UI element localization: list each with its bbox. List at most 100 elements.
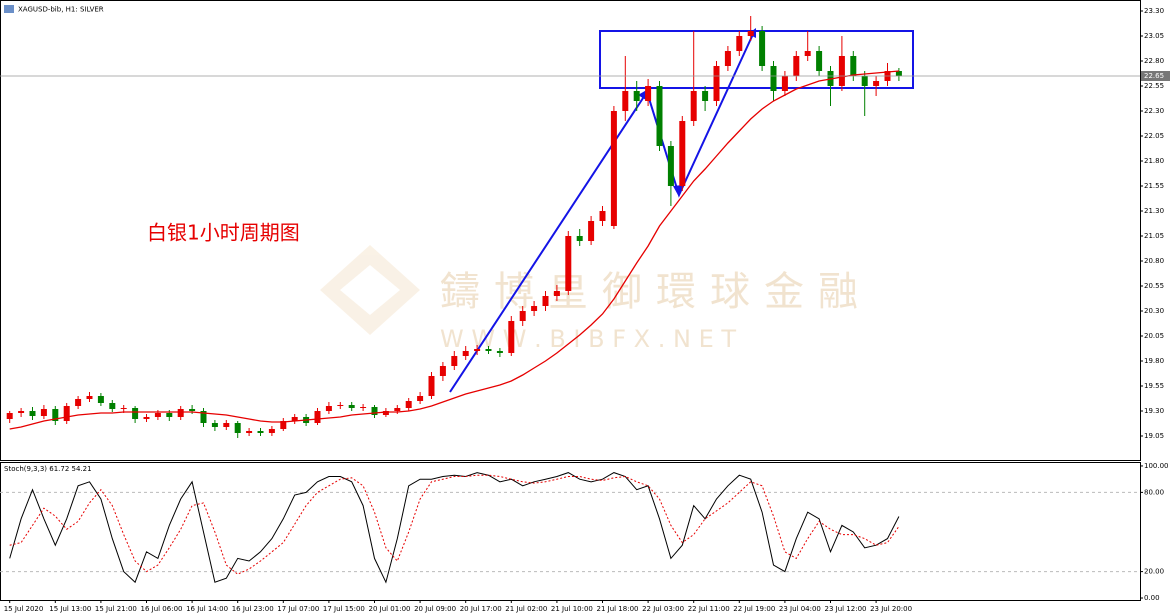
main-panel-frame bbox=[0, 0, 1141, 461]
y-tick-label: 23.05 bbox=[1144, 32, 1164, 40]
candle-body bbox=[519, 311, 526, 321]
x-tick-label: 20 Jul 09:00 bbox=[414, 605, 456, 613]
y-tick-label: 22.80 bbox=[1144, 57, 1164, 65]
candle-body bbox=[211, 423, 218, 427]
candle-body bbox=[816, 51, 823, 71]
watermark-logo bbox=[320, 245, 420, 335]
candle-body bbox=[622, 91, 629, 111]
candle-body bbox=[895, 71, 902, 76]
moving-average bbox=[9, 70, 899, 430]
y-tick-label: 19.05 bbox=[1144, 432, 1164, 440]
candle-body bbox=[667, 146, 674, 186]
x-tick-label: 21 Jul 18:00 bbox=[597, 605, 639, 613]
y-tick-label: 19.55 bbox=[1144, 382, 1164, 390]
candle-body bbox=[690, 91, 697, 121]
range-box bbox=[599, 30, 914, 89]
candle-body bbox=[496, 351, 503, 353]
candle-body bbox=[382, 411, 389, 415]
candle-body bbox=[280, 421, 287, 429]
candle-body bbox=[189, 409, 196, 411]
x-tick-label: 20 Jul 17:00 bbox=[460, 605, 502, 613]
candle-body bbox=[63, 406, 70, 421]
candle-body bbox=[371, 407, 378, 415]
y-tick-label: 0.00 bbox=[1144, 594, 1160, 602]
y-tick-label: 22.05 bbox=[1144, 132, 1164, 140]
candle-body bbox=[75, 399, 82, 406]
stoch-panel-frame bbox=[0, 462, 1141, 601]
x-tick-label: 16 Jul 23:00 bbox=[232, 605, 274, 613]
candle-body bbox=[850, 56, 857, 76]
candle-body bbox=[154, 413, 161, 417]
candle-body bbox=[132, 408, 139, 419]
x-tick-label: 15 Jul 21:00 bbox=[95, 605, 137, 613]
symbol-icon bbox=[4, 5, 14, 13]
candle-body bbox=[234, 423, 241, 433]
x-tick-label: 16 Jul 06:00 bbox=[141, 605, 183, 613]
candle-body bbox=[781, 76, 788, 91]
candle-body bbox=[838, 56, 845, 86]
annotation: 白银1小时周期图 bbox=[147, 221, 300, 245]
candle-body bbox=[804, 51, 811, 56]
candle-body bbox=[97, 396, 104, 403]
candle-body bbox=[451, 356, 458, 366]
y-tick-label: 19.80 bbox=[1144, 357, 1164, 365]
candle-body bbox=[736, 36, 743, 51]
y-tick-label: 80.00 bbox=[1144, 488, 1164, 496]
x-tick-label: 16 Jul 14:00 bbox=[186, 605, 228, 613]
candle-body bbox=[474, 349, 481, 351]
candle-body bbox=[565, 236, 572, 291]
watermark-web: W W W . B I B F X . N E T bbox=[440, 325, 736, 353]
y-tick-label: 21.80 bbox=[1144, 157, 1164, 165]
candle-body bbox=[394, 408, 401, 411]
candle-body bbox=[348, 405, 355, 408]
candle-body bbox=[337, 405, 344, 406]
candle-body bbox=[291, 417, 298, 421]
candle-body bbox=[679, 121, 686, 186]
candle-body bbox=[724, 51, 731, 66]
candle-body bbox=[18, 411, 25, 413]
y-tick-label: 19.30 bbox=[1144, 407, 1164, 415]
x-tick-label: 17 Jul 07:00 bbox=[277, 605, 319, 613]
candle-body bbox=[246, 431, 253, 433]
candle-body bbox=[200, 411, 207, 423]
candle-body bbox=[713, 66, 720, 101]
last-price-box bbox=[1141, 71, 1170, 81]
y-tick-label: 20.05 bbox=[1144, 332, 1164, 340]
x-tick-label: 15 Jul 13:00 bbox=[49, 605, 91, 613]
candle-body bbox=[52, 409, 59, 421]
y-tick-label: 20.55 bbox=[1144, 282, 1164, 290]
x-tick-label: 20 Jul 01:00 bbox=[369, 605, 411, 613]
x-tick-label: 23 Jul 04:00 bbox=[779, 605, 821, 613]
candle-body bbox=[462, 351, 469, 356]
candle-body bbox=[542, 296, 549, 306]
candle-body bbox=[325, 406, 332, 411]
candle-body bbox=[759, 31, 766, 66]
candle-body bbox=[360, 407, 367, 408]
y-tick-label: 23.30 bbox=[1144, 7, 1164, 15]
candle-body bbox=[610, 111, 617, 226]
candle-body bbox=[109, 403, 116, 409]
x-tick-label: 23 Jul 12:00 bbox=[825, 605, 867, 613]
candle-body bbox=[177, 409, 184, 417]
candle-body bbox=[405, 401, 412, 408]
y-tick-label: 22.55 bbox=[1144, 82, 1164, 90]
candle-body bbox=[645, 86, 652, 101]
chart-title: XAGUSD-bib, H1: SILVER bbox=[18, 6, 104, 14]
candle-body bbox=[747, 31, 754, 36]
stoch-title: Stoch(9,3,3) 61.72 54.21 bbox=[4, 465, 92, 473]
candle-body bbox=[86, 396, 93, 399]
candle-body bbox=[508, 321, 515, 353]
candle-body bbox=[6, 413, 13, 419]
candle-body bbox=[29, 411, 36, 416]
candle-body bbox=[656, 86, 663, 146]
x-tick-label: 23 Jul 20:00 bbox=[870, 605, 912, 613]
candle-body bbox=[223, 423, 230, 427]
candle-body bbox=[428, 376, 435, 396]
candle-body bbox=[861, 76, 868, 86]
candle-body bbox=[599, 211, 606, 221]
y-tick-label: 100.00 bbox=[1144, 462, 1169, 470]
x-tick-label: 21 Jul 10:00 bbox=[551, 605, 593, 613]
x-tick-label: 15 Jul 2020 bbox=[4, 605, 44, 613]
candle-body bbox=[485, 349, 492, 351]
